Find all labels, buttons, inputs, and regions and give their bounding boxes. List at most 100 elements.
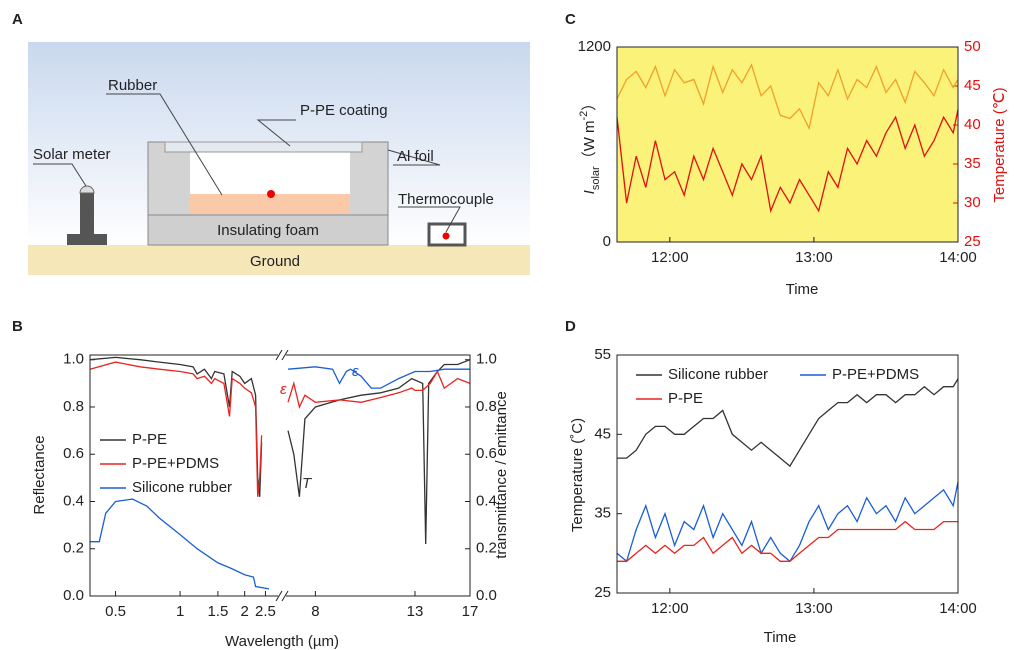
x-tick-label: 2.5	[255, 603, 276, 620]
y2-tick-label: 0.8	[476, 398, 497, 415]
coating-label: P-PE coating	[300, 102, 388, 119]
y2-tick-label: 30	[964, 194, 981, 211]
y2-axis-label: Temperature (℃)	[991, 87, 1008, 202]
series-line	[617, 520, 958, 562]
y2-tick-label: 40	[964, 116, 981, 133]
series-line	[616, 109, 959, 214]
meter-label: Solar meter	[33, 146, 111, 163]
axis-break-gap	[278, 594, 286, 598]
legend-label: Silicone rubber	[132, 479, 232, 496]
y-axis-label-part: I	[581, 190, 598, 194]
y2-axis-label: transmittance / emittance	[493, 391, 510, 559]
series-line	[89, 361, 263, 497]
legend-label: P-PE+PDMS	[132, 455, 219, 472]
series-line	[616, 481, 959, 563]
x-axis-label: Time	[764, 629, 797, 646]
legend-label: P-PE	[132, 431, 167, 448]
x-tick-label: 12:00	[651, 600, 689, 617]
x-tick-label: 14:00	[939, 600, 977, 617]
foam	[147, 214, 389, 246]
axis-break	[275, 590, 283, 602]
plot-background	[617, 47, 958, 242]
ground-label: Ground	[250, 253, 300, 270]
y-tick-label: 35	[594, 505, 611, 522]
y-tick-label: 25	[594, 584, 611, 601]
y-tick-label: 0.0	[63, 587, 84, 604]
series-line	[616, 63, 959, 131]
plot-frame	[616, 354, 959, 594]
chart: D 12:00 13:00 14:00 25 35 45 55 Silicone rubber P…	[565, 318, 977, 646]
chart: B0.5 1 1.5 2 2.5 8 13 170.00.20.40.60.81.00.00.…	[12, 318, 510, 650]
panel-label: D	[565, 318, 576, 335]
meter-dome	[79, 185, 95, 194]
x-axis-label: Wavelength (µm)	[225, 633, 339, 650]
thermocouple-label: Thermocouple	[398, 191, 494, 208]
axis-break	[275, 349, 283, 361]
y-axis-label-part: solar	[590, 166, 602, 190]
y2-tick-label: 0.6	[476, 445, 497, 462]
x-tick-label: 14:00	[939, 249, 977, 266]
chart: C 12:00 13:00 14:00 0 1200 25 30 35 40 45 50 Time Iso…	[565, 11, 1008, 298]
y-tick-label: 0.2	[63, 540, 84, 557]
meter-stem	[80, 193, 94, 234]
x-axis-label: Time	[786, 281, 819, 298]
y-axis-label: Temperature (˚C)	[569, 418, 586, 532]
panel-label: A	[12, 11, 23, 28]
y-tick-label: 1200	[578, 38, 611, 55]
x-tick-label: 1.5	[207, 603, 228, 620]
series-line	[90, 498, 270, 590]
legend-label: P-PE+PDMS	[832, 366, 919, 383]
rubber-label: Rubber	[108, 77, 157, 94]
x-tick-label: 13	[407, 603, 424, 620]
y-tick-label: 0.4	[63, 492, 84, 509]
foil-label: Al foil	[397, 148, 434, 165]
series-line	[89, 356, 263, 497]
series-line	[617, 378, 959, 468]
y2-tick-label: 0.0	[476, 587, 497, 604]
y-tick-label: 0.8	[63, 398, 84, 415]
y-axis-label-part: ）	[581, 96, 598, 111]
y2-tick-label: 25	[964, 233, 981, 250]
legend-label: P-PE	[668, 390, 703, 407]
y2-tick-label: 35	[964, 155, 981, 172]
coating	[164, 141, 363, 153]
panel-label: B	[12, 318, 23, 335]
y2-tick-label: 50	[964, 38, 981, 55]
thermocouple-dot	[442, 232, 450, 240]
foam-label: Insulating foam	[217, 222, 319, 239]
y-axis-label-part: （W m	[581, 120, 598, 166]
sensor	[267, 190, 275, 198]
y2-tick-label: 0.2	[476, 540, 497, 557]
y-tick-label: 0.6	[63, 445, 84, 462]
y2-tick-label: 1.0	[476, 351, 497, 368]
x-tick-label: 0.5	[105, 603, 126, 620]
x-tick-label: 2	[240, 603, 248, 620]
series-annotation: ε	[280, 381, 287, 398]
y-tick-label: 45	[594, 425, 611, 442]
x-tick-label: 13:00	[795, 600, 833, 617]
x-tick-label: 1	[176, 603, 184, 620]
y-axis-label: Isolar（W m-2）	[578, 96, 602, 195]
y-tick-label: 0	[603, 233, 611, 250]
diagram: A Ground Insulating foam Rubber P-PE coa…	[12, 11, 530, 275]
y-axis-label: Reflectance	[31, 435, 48, 514]
series-annotation: ε	[352, 363, 359, 380]
ground	[28, 245, 530, 275]
legend-label: Silicone rubber	[668, 366, 768, 383]
axis-break	[281, 590, 289, 602]
x-tick-label: 8	[311, 603, 319, 620]
axis-break	[281, 349, 289, 361]
leaders	[33, 93, 461, 233]
series-line	[287, 370, 471, 409]
y-axis-label-part: -2	[578, 111, 590, 121]
y2-tick-label: 0.4	[476, 492, 497, 509]
x-tick-label: 12:00	[651, 249, 689, 266]
series-annotation: T	[302, 475, 313, 492]
plot-frame	[616, 46, 959, 243]
rubber	[190, 194, 350, 214]
x-tick-label: 13:00	[795, 249, 833, 266]
panel-label: C	[565, 11, 576, 28]
x-tick-label: 17	[462, 603, 479, 620]
series-line	[287, 359, 471, 545]
